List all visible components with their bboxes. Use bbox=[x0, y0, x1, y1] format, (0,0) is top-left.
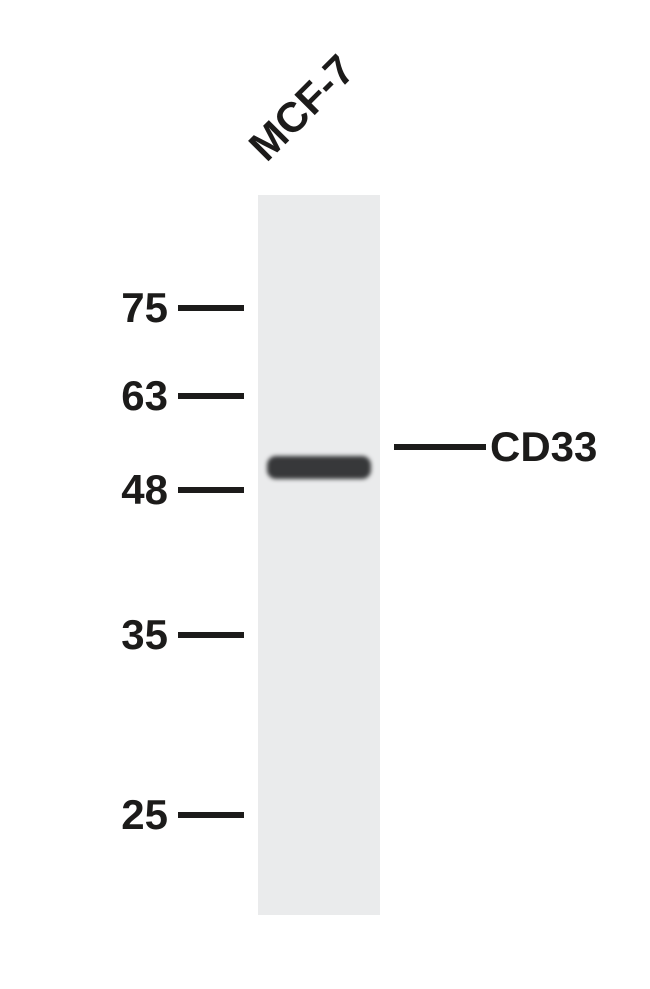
cd33-band bbox=[267, 456, 371, 479]
marker-tick-48 bbox=[178, 487, 244, 493]
lane-label: MCF-7 bbox=[240, 46, 365, 171]
right-label-text: CD33 bbox=[490, 423, 597, 471]
marker-tick-25 bbox=[178, 812, 244, 818]
marker-label-75: 75 bbox=[121, 284, 168, 332]
lane-rect bbox=[258, 195, 380, 915]
marker-label-35: 35 bbox=[121, 611, 168, 659]
right-tick bbox=[394, 444, 486, 450]
marker-tick-63 bbox=[178, 393, 244, 399]
marker-tick-35 bbox=[178, 632, 244, 638]
marker-label-63: 63 bbox=[121, 372, 168, 420]
marker-label-25: 25 bbox=[121, 791, 168, 839]
marker-tick-75 bbox=[178, 305, 244, 311]
marker-label-48: 48 bbox=[121, 466, 168, 514]
blot-figure: { "canvas": { "width": 650, "height": 98… bbox=[0, 0, 650, 989]
